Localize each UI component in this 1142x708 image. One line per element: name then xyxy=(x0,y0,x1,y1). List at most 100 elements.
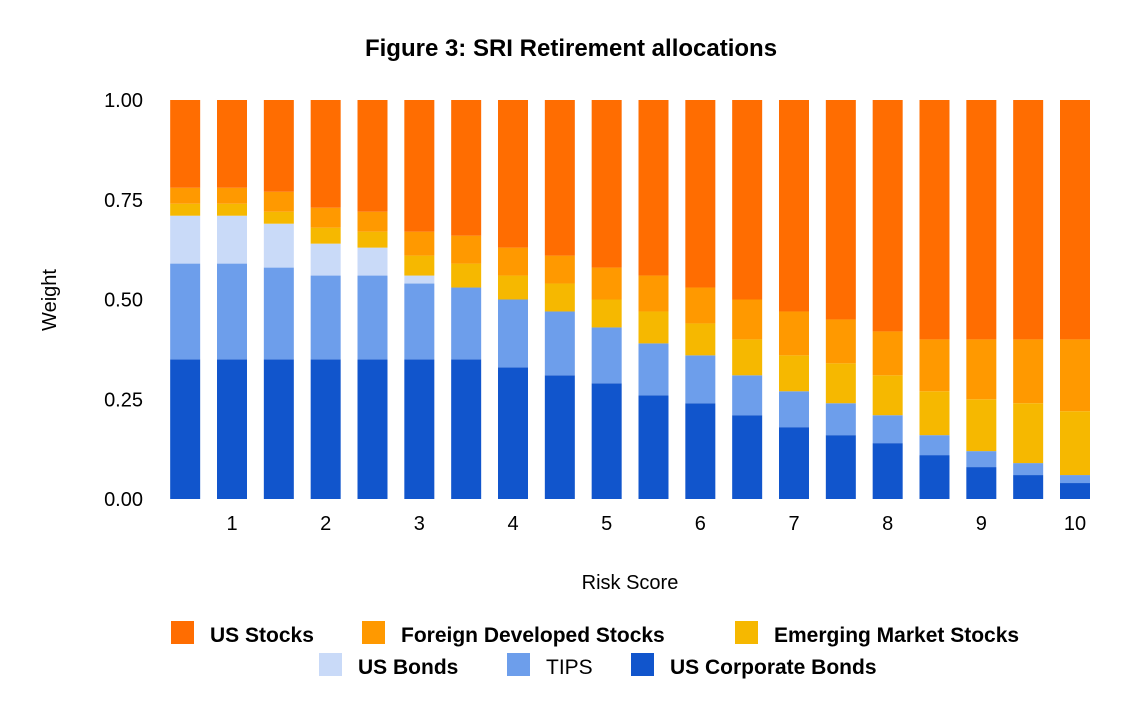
bar-segment-foreign-developed-stocks xyxy=(451,235,482,264)
bar-segment-us-stocks xyxy=(825,100,856,320)
bar-segment-emerging-market-stocks xyxy=(591,299,622,328)
bar-segment-emerging-market-stocks xyxy=(732,339,763,376)
bar-stack xyxy=(591,100,622,499)
bar-segment-tips xyxy=(357,275,388,360)
legend-label: TIPS xyxy=(546,656,593,679)
bar-segment-us-stocks xyxy=(919,100,950,340)
bar-segment-emerging-market-stocks xyxy=(779,355,809,392)
bar-segment-foreign-developed-stocks xyxy=(732,299,763,340)
bar-segment-emerging-market-stocks xyxy=(1013,403,1044,464)
x-tick-label: 5 xyxy=(601,513,612,535)
bar-segment-us-corporate-bonds xyxy=(498,367,528,499)
x-tick-label: 6 xyxy=(695,513,706,535)
bar-segment-us-stocks xyxy=(1013,100,1044,340)
bar-segment-foreign-developed-stocks xyxy=(685,287,716,324)
x-tick-label: 4 xyxy=(507,513,518,535)
bar-stack xyxy=(217,100,247,499)
legend-item: Foreign Developed Stocks xyxy=(362,621,665,647)
bar-segment-tips xyxy=(170,263,201,360)
bar-segment-tips xyxy=(591,327,622,384)
bar-stack xyxy=(919,100,950,499)
legend-swatch xyxy=(171,621,194,644)
legend-label: Emerging Market Stocks xyxy=(774,624,1019,647)
bar-segment-us-stocks xyxy=(217,100,247,188)
bar-segment-emerging-market-stocks xyxy=(404,255,435,276)
bar-stack xyxy=(638,100,669,499)
bar-segment-us-corporate-bonds xyxy=(310,359,341,499)
bar-segment-us-stocks xyxy=(498,100,528,248)
x-tick-label: 9 xyxy=(976,513,987,535)
bar-segment-emerging-market-stocks xyxy=(872,375,903,416)
legend-swatch xyxy=(319,653,342,676)
bar-segment-us-corporate-bonds xyxy=(732,415,763,499)
bar-segment-us-bonds xyxy=(404,275,435,284)
y-tick-label: 0.75 xyxy=(104,190,143,212)
bar-segment-us-corporate-bonds xyxy=(685,403,716,499)
bar-segment-us-corporate-bonds xyxy=(966,467,997,499)
bar-segment-foreign-developed-stocks xyxy=(1060,339,1090,412)
legend-item: US Stocks xyxy=(171,621,314,647)
bar-segment-us-corporate-bonds xyxy=(170,359,201,499)
legend-label: US Corporate Bonds xyxy=(670,656,877,679)
bar-segment-emerging-market-stocks xyxy=(170,203,201,216)
y-tick-label: 0.50 xyxy=(104,290,143,312)
bar-segment-us-stocks xyxy=(685,100,716,288)
bar-segment-tips xyxy=(825,403,856,436)
bar-segment-foreign-developed-stocks xyxy=(404,231,435,256)
bar-segment-tips xyxy=(732,375,763,416)
y-tick-label: 1.00 xyxy=(104,90,143,112)
bar-segment-foreign-developed-stocks xyxy=(638,275,669,312)
bar-segment-tips xyxy=(872,415,903,444)
bar-stack xyxy=(872,100,903,499)
bar-segment-us-corporate-bonds xyxy=(263,359,294,499)
bar-segment-us-stocks xyxy=(872,100,903,332)
legend-swatch xyxy=(507,653,530,676)
bar-segment-foreign-developed-stocks xyxy=(170,187,201,204)
bar-segment-tips xyxy=(263,267,294,360)
bar-segment-foreign-developed-stocks xyxy=(357,211,388,232)
bar-segment-emerging-market-stocks xyxy=(357,231,388,248)
bar-segment-us-corporate-bonds xyxy=(544,375,575,499)
bar-segment-us-corporate-bonds xyxy=(404,359,435,499)
bar-segment-emerging-market-stocks xyxy=(1060,411,1090,476)
bar-segment-tips xyxy=(451,287,482,360)
bar-stack xyxy=(1013,100,1044,499)
bar-segment-tips xyxy=(404,283,435,360)
legend-swatch xyxy=(362,621,385,644)
bar-segment-tips xyxy=(1060,475,1090,484)
bar-segment-us-bonds xyxy=(357,247,388,276)
bar-segment-us-stocks xyxy=(638,100,669,276)
bar-segment-us-stocks xyxy=(310,100,341,208)
bar-stack xyxy=(357,100,388,499)
x-axis-label: Risk Score xyxy=(582,572,679,594)
bar-segment-us-stocks xyxy=(732,100,763,300)
bar-segment-us-stocks xyxy=(170,100,201,188)
bar-segment-foreign-developed-stocks xyxy=(498,247,528,276)
bar-segment-emerging-market-stocks xyxy=(638,311,669,344)
y-axis-ticks: 0.00 0.25 0.50 0.75 1.00 xyxy=(104,90,143,511)
bar-stack xyxy=(544,100,575,499)
bar-segment-us-stocks xyxy=(357,100,388,212)
legend: US Stocks Foreign Developed Stocks Emergin… xyxy=(171,621,1019,679)
bar-segment-emerging-market-stocks xyxy=(919,391,950,436)
bar-segment-us-corporate-bonds xyxy=(217,359,247,499)
legend-item: US Bonds xyxy=(319,653,458,679)
bar-segment-foreign-developed-stocks xyxy=(872,331,903,376)
legend-item: TIPS xyxy=(507,653,593,679)
legend-item: US Corporate Bonds xyxy=(631,653,877,679)
legend-swatch xyxy=(631,653,654,676)
bar-segment-emerging-market-stocks xyxy=(498,275,528,300)
bar-stack xyxy=(1060,100,1090,499)
bar-segment-us-corporate-bonds xyxy=(1013,475,1044,499)
x-tick-label: 1 xyxy=(226,513,237,535)
bar-segment-foreign-developed-stocks xyxy=(1013,339,1044,404)
x-tick-label: 10 xyxy=(1064,513,1086,535)
bar-segment-us-corporate-bonds xyxy=(451,359,482,499)
bar-segment-tips xyxy=(685,355,716,404)
bar-stack xyxy=(732,100,763,499)
bar-segment-emerging-market-stocks xyxy=(217,203,247,216)
bar-stack xyxy=(498,100,528,499)
bar-segment-tips xyxy=(919,435,950,456)
bar-segment-tips xyxy=(1013,463,1044,476)
